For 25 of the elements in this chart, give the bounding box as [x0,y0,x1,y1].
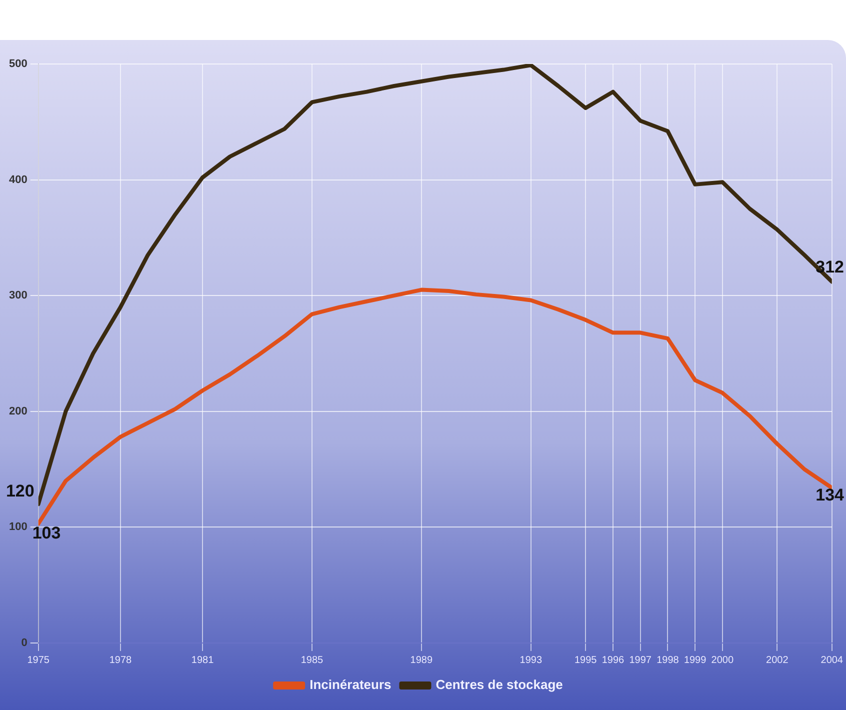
legend-label: Centres de stockage [436,677,563,692]
data-label: 120 [6,482,34,501]
y-tick-label: 300 [8,290,28,302]
x-tick-label: 2002 [766,654,789,666]
y-tick-label: 400 [8,174,28,186]
y-tick-label: 200 [8,405,28,418]
x-tick-label: 2004 [820,654,844,666]
x-tick-label: 1997 [629,654,652,666]
x-tick-label: 1995 [574,654,598,666]
x-tick-label: 2000 [711,654,734,666]
x-tick-label: 1981 [191,654,214,666]
data-label: 103 [32,523,61,542]
x-tick-label: 1989 [410,654,433,666]
y-tick-label: 100 [8,521,28,534]
x-tick-label: 1975 [27,654,50,666]
y-tick-label: 0 [21,637,28,650]
x-tick-label: 1985 [300,654,324,666]
legend-label: Incinérateurs [310,677,392,692]
data-label: 134 [816,486,845,505]
y-tick-label: 500 [8,58,28,70]
x-tick-label: 1999 [684,654,707,666]
x-tick-label: 1998 [656,654,680,666]
x-tick-label: 1993 [520,654,542,666]
x-tick-label: 1978 [109,654,132,666]
x-tick-label: 1996 [602,654,625,666]
